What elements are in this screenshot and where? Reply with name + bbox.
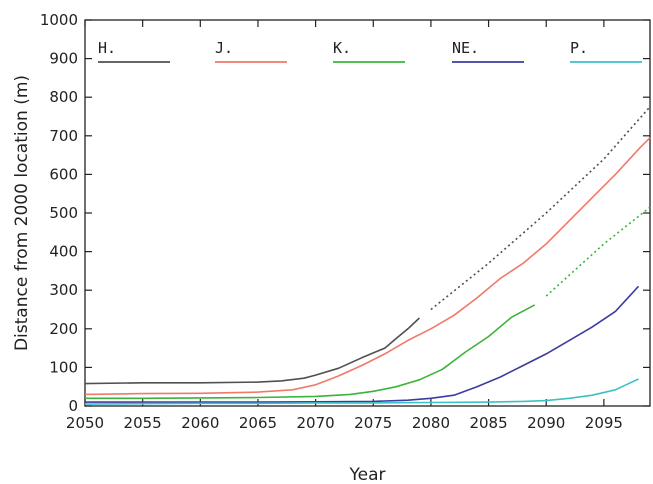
x-tick-label: 2070 [297, 414, 335, 432]
legend: H. J. K. NE. P. [98, 39, 642, 63]
y-tick-label: 0 [68, 397, 78, 415]
y-tick-label: 800 [49, 88, 78, 106]
series-line-2 [85, 304, 536, 400]
legend-label-2: K. [333, 39, 351, 57]
plot-border [84, 19, 651, 407]
y-tick-label: 700 [49, 127, 78, 145]
legend-label-3: NE. [452, 39, 479, 57]
x-tick-label: 2050 [66, 414, 104, 432]
legend-label-1: J. [215, 39, 233, 57]
series-line-0 [84, 317, 420, 385]
y-axis: 0 100 200 300 400 500 600 700 800 900 1000 [40, 11, 650, 415]
x-tick-label: 2090 [527, 414, 565, 432]
x-axis: 2050 2055 2060 2065 2070 2075 2080 2085 2090 2095 [66, 20, 623, 432]
x-axis-title: Year [349, 465, 386, 484]
x-tick-label: 2075 [354, 414, 392, 432]
x-tick-label: 2095 [585, 414, 623, 432]
series-projection-2 [545, 206, 651, 297]
y-tick-label: 900 [49, 50, 78, 68]
series-line-4 [84, 378, 639, 405]
x-tick-label: 2055 [124, 414, 162, 432]
x-tick-label: 2080 [412, 414, 450, 432]
series-projection-0 [430, 106, 651, 311]
y-tick-label: 500 [49, 204, 78, 222]
x-tick-label: 2085 [469, 414, 507, 432]
y-tick-label: 300 [49, 281, 78, 299]
y-tick-label: 1000 [40, 11, 78, 29]
x-tick-label: 2060 [181, 414, 219, 432]
y-tick-label: 100 [49, 358, 78, 376]
legend-label-4: P. [570, 39, 588, 57]
series-line-3 [85, 285, 640, 403]
y-tick-label: 200 [49, 320, 78, 338]
series-layer [84, 106, 651, 405]
y-tick-label: 600 [49, 165, 78, 183]
x-tick-label: 2065 [239, 414, 277, 432]
plot-frame [84, 19, 651, 407]
y-axis-title: Distance from 2000 location (m) [12, 75, 32, 351]
legend-label-0: H. [98, 39, 116, 57]
series-line-1 [84, 137, 651, 396]
y-tick-label: 400 [49, 243, 78, 261]
